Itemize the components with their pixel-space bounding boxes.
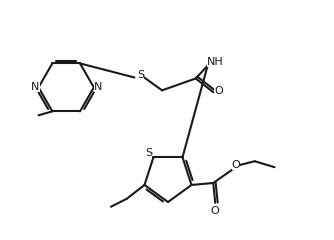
Text: O: O <box>231 160 240 170</box>
Text: N: N <box>94 82 102 92</box>
Text: S: S <box>137 70 144 79</box>
Text: NH: NH <box>207 57 224 67</box>
Text: O: O <box>214 86 223 96</box>
Text: O: O <box>211 206 219 216</box>
Text: S: S <box>145 148 152 158</box>
Text: N: N <box>31 82 40 92</box>
